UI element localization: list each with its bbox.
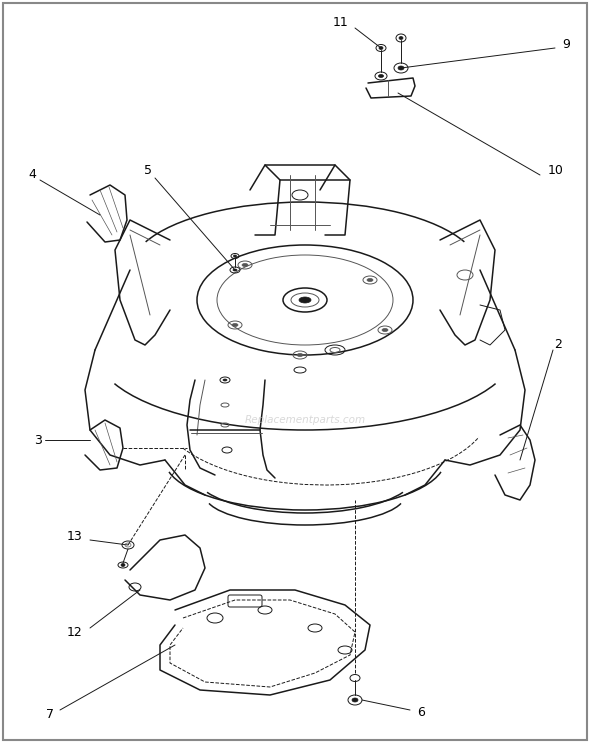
Text: 13: 13 bbox=[66, 530, 82, 542]
Ellipse shape bbox=[398, 66, 404, 70]
Ellipse shape bbox=[234, 255, 237, 257]
Ellipse shape bbox=[297, 354, 303, 357]
Text: 2: 2 bbox=[554, 339, 562, 351]
FancyBboxPatch shape bbox=[228, 595, 262, 607]
Text: 11: 11 bbox=[332, 16, 348, 28]
Text: 9: 9 bbox=[562, 37, 570, 51]
Text: 12: 12 bbox=[66, 626, 82, 638]
Ellipse shape bbox=[242, 264, 248, 267]
Ellipse shape bbox=[223, 379, 227, 381]
Ellipse shape bbox=[379, 47, 383, 50]
Text: Replacementparts.com: Replacementparts.com bbox=[244, 415, 366, 425]
Text: 7: 7 bbox=[46, 709, 54, 721]
Text: 3: 3 bbox=[34, 433, 42, 447]
Ellipse shape bbox=[233, 269, 237, 271]
Ellipse shape bbox=[232, 323, 238, 326]
Ellipse shape bbox=[352, 698, 358, 702]
Ellipse shape bbox=[399, 36, 403, 39]
Ellipse shape bbox=[367, 279, 373, 282]
Text: 6: 6 bbox=[417, 706, 425, 718]
Ellipse shape bbox=[382, 328, 388, 331]
Ellipse shape bbox=[299, 297, 311, 303]
Ellipse shape bbox=[121, 563, 125, 566]
Text: 4: 4 bbox=[28, 169, 36, 181]
Text: 10: 10 bbox=[548, 163, 564, 177]
Ellipse shape bbox=[379, 74, 384, 77]
Text: 5: 5 bbox=[144, 163, 152, 177]
